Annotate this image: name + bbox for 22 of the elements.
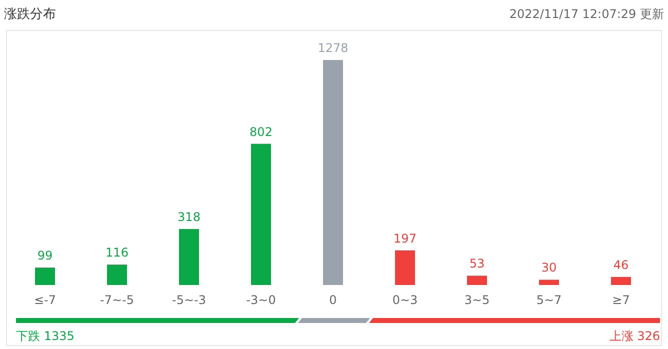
x-tick-label: 5~7	[536, 293, 562, 307]
data-label: 30	[541, 260, 557, 275]
chart-title: 涨跌分布	[4, 7, 56, 22]
data-label: 116	[106, 246, 128, 260]
data-label: 46	[613, 258, 629, 272]
data-label: 1278	[318, 41, 348, 55]
data-label: 99	[37, 248, 53, 263]
x-tick-label: ≥7	[612, 293, 630, 307]
x-tick-label: 0	[329, 293, 337, 307]
data-label: 53	[469, 256, 485, 271]
text: 上涨 326	[609, 329, 660, 343]
text: 下跌 1335	[16, 329, 74, 343]
x-tick-label: 0~3	[392, 293, 418, 307]
data-label: 802	[250, 124, 272, 139]
x-tick-label: 3~5	[464, 293, 490, 307]
data-label: 197	[394, 231, 416, 246]
x-tick-label: ≤-7	[34, 293, 56, 307]
text: 2022/11/17 12:07:29 更新	[509, 7, 664, 21]
x-tick-label: -7~-5	[100, 293, 134, 307]
x-tick-label: -5~-3	[172, 293, 206, 307]
x-tick-label: -3~0	[246, 293, 276, 307]
data-label: 318	[178, 210, 200, 224]
